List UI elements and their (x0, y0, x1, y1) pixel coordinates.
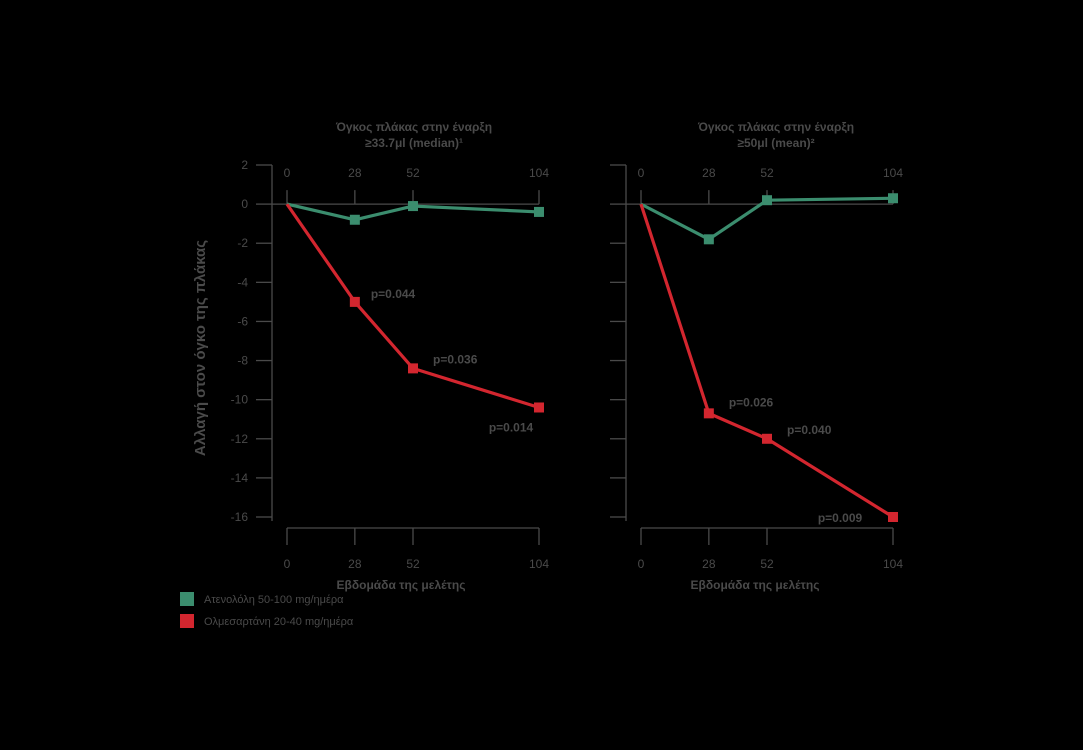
y-tick-label: 2 (241, 158, 248, 172)
top-x-tick-label: 52 (406, 166, 420, 180)
x-axis-title: Εβδομάδα της μελέτης (337, 578, 466, 592)
x-tick-label: 28 (702, 557, 716, 571)
data-point (534, 402, 544, 413)
x-tick-label: 52 (406, 557, 420, 571)
data-point (534, 206, 544, 217)
data-point (408, 201, 418, 212)
legend-label: Ολμεσαρτάνη 20-40 mg/ημέρα (204, 616, 354, 628)
y-tick-label: -6 (237, 314, 248, 328)
x-tick-label: 104 (883, 557, 903, 571)
legend-item: Ολμεσαρτάνη 20-40 mg/ημέρα (180, 614, 354, 628)
p-value-annotation: p=0.036 (433, 352, 478, 366)
x-tick-label: 52 (760, 557, 774, 571)
x-tick-label: 0 (638, 557, 645, 571)
y-tick-label: -12 (231, 432, 249, 446)
y-tick-label: -2 (237, 236, 248, 250)
data-point (349, 296, 360, 307)
data-point (762, 195, 772, 206)
legend-swatch (180, 592, 194, 606)
top-x-tick-label: 52 (760, 166, 774, 180)
p-value-annotation: p=0.040 (787, 423, 832, 437)
top-x-tick-label: 104 (529, 166, 549, 180)
panel-title-line: ≥50μl (mean)² (737, 136, 814, 150)
series-line (640, 196, 894, 241)
chart-panel-2: Όγκος πλάκας στην έναρξη ≥50μl (mean)² 0 28… (610, 120, 903, 592)
data-point (408, 363, 418, 374)
legend-swatch (180, 614, 194, 628)
series-atenolol (286, 201, 544, 225)
series-line (285, 203, 540, 410)
data-point (703, 408, 714, 419)
y-tick-label: 0 (241, 197, 248, 211)
top-x-tick-label: 0 (284, 166, 291, 180)
top-x-tick-label: 0 (638, 166, 645, 180)
series-line (639, 203, 894, 519)
data-point (349, 214, 360, 225)
y-tick-label: -16 (231, 510, 249, 524)
series-line (286, 202, 540, 222)
p-value-annotation: p=0.014 (489, 420, 534, 434)
chart-panels: Όγκος πλάκας στην έναρξη ≥33.7μl (median)… (231, 120, 904, 592)
y-tick-label: -4 (237, 275, 248, 289)
panel-title-line: ≥33.7μl (median)¹ (365, 136, 463, 150)
panel-title-line: Όγκος πλάκας στην έναρξη (697, 120, 854, 134)
y-tick-label: -8 (237, 354, 248, 368)
legend-item: Ατενολόλη 50-100 mg/ημέρα (180, 592, 344, 606)
panel-title-line: Όγκος πλάκας στην έναρξη (335, 120, 492, 134)
series-atenolol (640, 193, 898, 245)
x-tick-label: 104 (529, 557, 549, 571)
y-tick-label: -10 (231, 393, 249, 407)
y-axis-label: Αλλαγή στον όγκο της πλάκας (192, 240, 209, 456)
data-point (888, 193, 898, 204)
p-value-annotation: p=0.044 (371, 287, 416, 301)
legend-label: Ατενολόλη 50-100 mg/ημέρα (204, 594, 344, 606)
data-point (888, 512, 898, 522)
series-olmesartan (285, 203, 544, 413)
top-x-tick-label: 104 (883, 166, 903, 180)
p-value-annotation: p=0.026 (729, 395, 774, 409)
top-x-tick-label: 28 (702, 166, 716, 180)
chart-panel-1: Όγκος πλάκας στην έναρξη ≥33.7μl (median)… (231, 120, 550, 592)
legend: Ατενολόλη 50-100 mg/ημέρα Ολμεσαρτάνη 20-… (180, 592, 354, 628)
y-tick-label: -14 (231, 471, 249, 485)
x-axis-title: Εβδομάδα της μελέτης (691, 578, 820, 592)
x-tick-label: 28 (348, 557, 362, 571)
p-value-annotation: p=0.009 (818, 511, 863, 525)
x-tick-label: 0 (284, 557, 291, 571)
top-x-tick-label: 28 (348, 166, 362, 180)
data-point (703, 234, 714, 245)
series-olmesartan (639, 203, 898, 522)
data-point (762, 433, 772, 444)
